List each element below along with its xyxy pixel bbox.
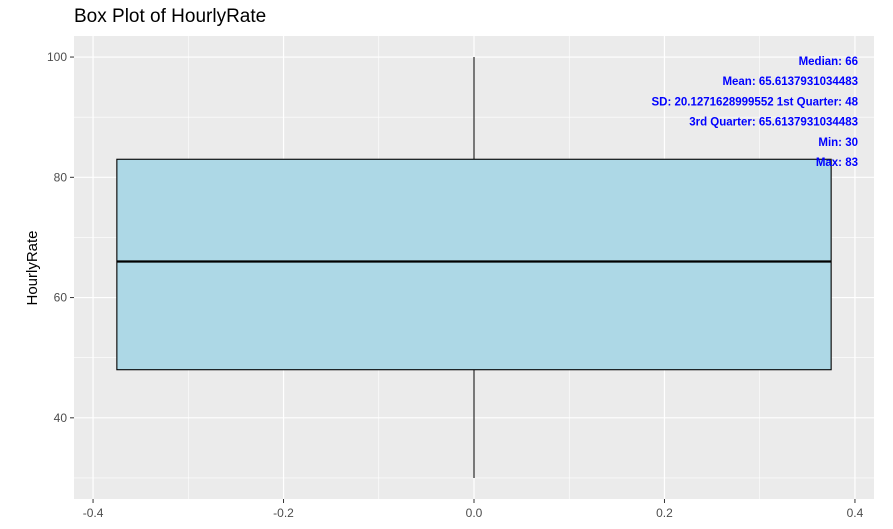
box-layer — [116, 57, 832, 478]
x-tick-label: -0.4 — [83, 506, 104, 520]
y-tick-label: 40 — [54, 411, 68, 425]
x-tick-label: 0.0 — [466, 506, 483, 520]
y-tick-label: 60 — [54, 291, 68, 305]
x-tick-label: -0.2 — [273, 506, 294, 520]
y-axis-title: HourlyRate — [24, 230, 41, 305]
x-tick-label: 0.2 — [656, 506, 673, 520]
stat-annotation: Median: 66 — [799, 56, 858, 68]
axes: 40 60 80 100 -0.4 -0.2 0.0 0.2 0.4 — [47, 50, 864, 520]
x-tick-label: 0.4 — [847, 506, 864, 520]
stats-annotations: Median: 66 Mean: 65.6137931034483 SD: 20.1… — [651, 56, 858, 169]
stat-annotation: Mean: 65.6137931034483 — [722, 76, 858, 88]
y-tick-label: 100 — [47, 50, 67, 64]
stat-annotation: Min: 30 — [818, 137, 858, 149]
chart-title: Box Plot of HourlyRate — [74, 6, 266, 27]
stat-annotation: SD: 20.1271628999552 1st Quarter: 48 — [651, 96, 858, 108]
iqr-box — [116, 158, 832, 371]
stat-annotation: Max: 83 — [816, 157, 858, 169]
y-tick-label: 80 — [54, 170, 68, 184]
stat-annotation: 3rd Quarter: 65.6137931034483 — [689, 117, 858, 129]
